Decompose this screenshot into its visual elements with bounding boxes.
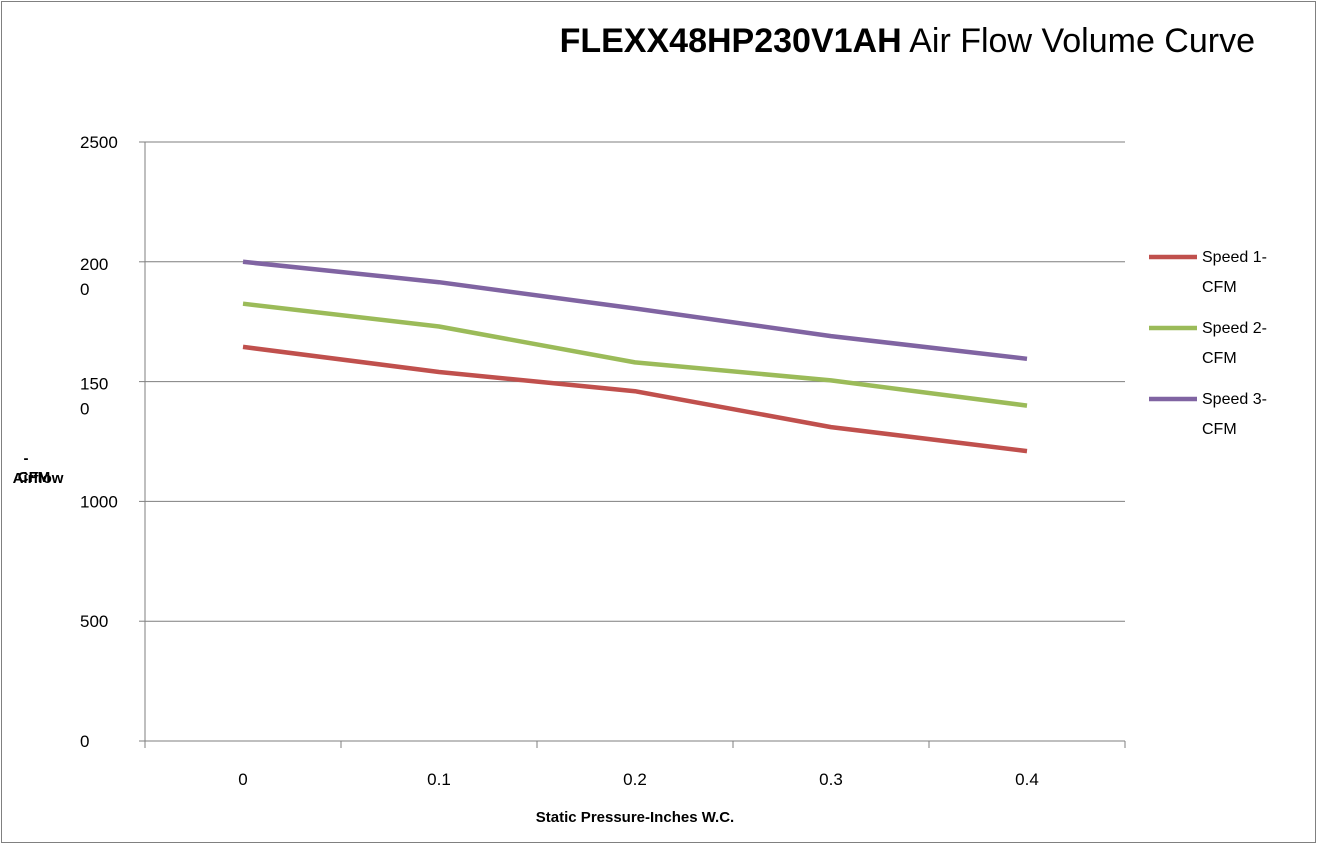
y-tick-label-line: 500: [80, 612, 108, 631]
y-tick-label: 1000: [80, 492, 118, 511]
x-tick-labels: 0 0.1 0.2 0.3 0.4: [238, 770, 1039, 789]
y-tick-label-line: 0: [80, 400, 89, 419]
y-tick-label-line: 150: [80, 375, 108, 394]
legend: Speed 1- CFM Speed 2- CFM Speed 3- CFM: [1149, 249, 1267, 438]
x-tick-label: 0: [238, 770, 247, 789]
legend-entry-3: Speed 3- CFM: [1202, 391, 1267, 438]
y-tick-label: 150 0: [80, 375, 108, 419]
legend-entry-line: Speed 2-: [1202, 320, 1267, 337]
x-tick-label: 0.3: [819, 770, 843, 789]
x-tick-label: 0.4: [1015, 770, 1039, 789]
y-axis-title-line: CFM: [18, 469, 51, 486]
legend-entry-line: Speed 3-: [1202, 391, 1267, 408]
legend-entry-1: Speed 1- CFM: [1202, 249, 1267, 296]
y-tick-label: 2500: [80, 133, 118, 152]
x-axis-title: Static Pressure-Inches W.C.: [536, 809, 734, 826]
y-tick-label: 500: [80, 612, 108, 631]
legend-entry-line: Speed 1-: [1202, 249, 1267, 266]
y-tick-label-line: 2500: [80, 133, 118, 152]
axes: [139, 141, 1126, 748]
y-tick-label-line: 1000: [80, 492, 118, 511]
chart-title-bold: FLEXX48HP230V1AH: [560, 22, 902, 60]
y-axis-title-line: -: [24, 450, 29, 467]
grid-lines: [145, 141, 1125, 622]
legend-entry-2: Speed 2- CFM: [1202, 320, 1267, 367]
series-lines: [242, 259, 1028, 454]
legend-entry-line: CFM: [1202, 421, 1237, 438]
x-tick-label: 0.1: [427, 770, 451, 789]
x-tick-label: 0.2: [623, 770, 647, 789]
y-axis-title-line: Airflow: [13, 470, 64, 487]
y-tick-label-line: 200: [80, 255, 108, 274]
chart-title-rest: Air Flow Volume Curve: [902, 22, 1255, 60]
legend-entry-line: CFM: [1202, 350, 1237, 367]
y-tick-label: 200 0: [80, 255, 108, 299]
y-tick-label-line: 0: [80, 732, 89, 751]
chart-title: FLEXX48HP230V1AH Air Flow Volume Curve: [560, 22, 1255, 60]
series-line-3: [242, 259, 1028, 362]
y-tick-label-line: 0: [80, 280, 89, 299]
legend-entry-line: CFM: [1202, 279, 1237, 296]
y-tick-label: 0: [80, 732, 89, 751]
